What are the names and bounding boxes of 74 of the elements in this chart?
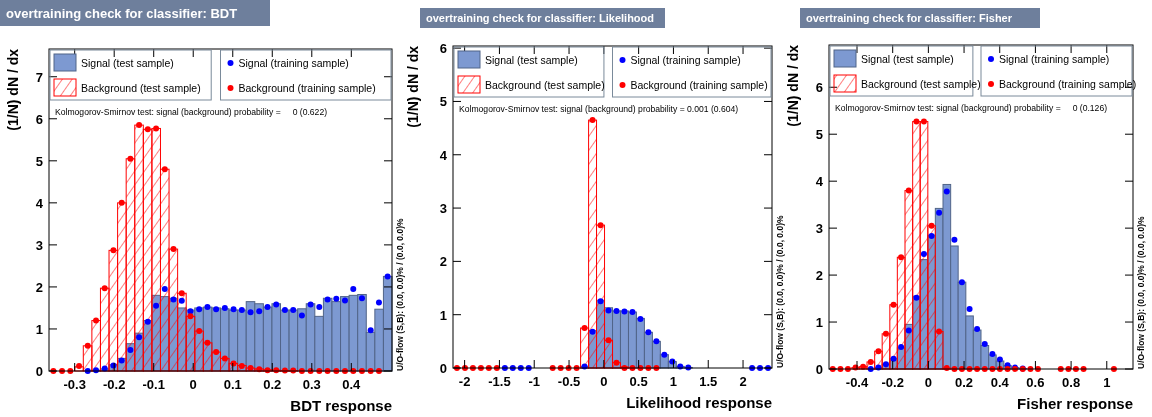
x-tick-label: 2 — [739, 374, 747, 389]
y-tick-label: 4 — [815, 174, 824, 190]
x-tick-label: 0.4 — [342, 377, 362, 392]
x-tick-label: 1 — [669, 374, 678, 389]
x-tick-label: -2 — [458, 374, 471, 389]
x-tick-label: -0.1 — [142, 377, 165, 392]
y-tick-label: 4 — [35, 195, 44, 211]
x-tick-label: 0.6 — [1026, 375, 1045, 390]
legend-label: Signal (test sample) — [861, 53, 954, 65]
x-tick-label: 0.8 — [1062, 375, 1081, 390]
x-tick-label: 0 — [924, 375, 932, 390]
legend-label: Background (test sample) — [861, 78, 981, 90]
legend-label: Signal (training sample) — [999, 53, 1110, 65]
chart-title: overtraining check for classifier: Likelihood — [426, 11, 655, 24]
text: U/O-flow (S,B): (0.0, 0.0)% / (0.0, 0.0)% — [775, 215, 785, 368]
y-tick-label: 1 — [439, 307, 447, 323]
x-tick-label: 0.2 — [263, 377, 282, 392]
y-tick-label: 2 — [439, 254, 447, 270]
x-tick-label: -1.5 — [488, 374, 511, 389]
x-tick-label: -1 — [528, 374, 541, 389]
text: U/O-flow (S,B): (0.0, 0.0)% / (0.0, 0.0)% — [395, 218, 405, 371]
y-tick-label: 6 — [35, 111, 43, 127]
legend-label: Background (training sample) — [630, 79, 768, 91]
x-axis-title: Fisher response — [1017, 395, 1133, 412]
x-axis-title: Likelihood response — [626, 394, 772, 411]
y-tick-label: 5 — [35, 153, 43, 169]
text: U/O-flow (S,B): (0.0, 0.0)% / (0.0, 0.0)% — [1136, 216, 1146, 369]
y-tick-label: 1 — [815, 315, 823, 331]
x-tick-label: 0.4 — [990, 375, 1010, 390]
y-tick-label: 3 — [439, 201, 447, 217]
y-tick-label: 6 — [815, 80, 823, 96]
x-tick-label: -0.3 — [63, 377, 86, 392]
legend-label: Background (training sample) — [238, 82, 376, 94]
y-tick-label: 0 — [439, 361, 447, 376]
legend-label: Background (training sample) — [999, 78, 1137, 90]
x-tick-label: 0.3 — [302, 377, 321, 392]
chart-title: overtraining check for classifier: BDT — [6, 5, 238, 21]
y-tick-label: 2 — [815, 268, 823, 284]
x-tick-label: 0.2 — [955, 375, 974, 390]
y-tick-label: 4 — [439, 147, 448, 163]
x-tick-label: -0.2 — [881, 375, 904, 390]
y-tick-label: 3 — [35, 237, 43, 253]
y-axis-title: (1/N) dN / dx — [405, 45, 421, 128]
y-tick-label: 2 — [35, 279, 43, 295]
x-tick-label: 0.1 — [223, 377, 242, 392]
y-axis-title: (1/N) dN / dx — [785, 44, 801, 127]
x-tick-label: 1 — [1103, 375, 1111, 390]
legend-label: Signal (test sample) — [81, 57, 174, 69]
chart-title: overtraining check for classifier: Fisher — [806, 11, 1013, 24]
x-tick-label: 0 — [189, 377, 197, 392]
legend-label: Signal (training sample) — [630, 54, 741, 66]
y-tick-label: 3 — [815, 221, 823, 237]
x-tick-label: 0 — [600, 374, 608, 389]
legend-label: Background (test sample) — [81, 82, 201, 94]
y-axis-title: (1/N) dN / dx — [5, 48, 21, 131]
x-tick-label: 0.5 — [629, 374, 648, 389]
annotation: Kolmogorov-Smirnov test: signal (background) probability = 0 (0.622) — [55, 107, 328, 117]
x-tick-label: -0.2 — [103, 377, 126, 392]
legend-label: Signal (test sample) — [485, 54, 578, 66]
x-tick-label: -0.5 — [557, 374, 581, 389]
x-axis-title: BDT response — [290, 397, 392, 414]
annotation: Kolmogorov-Smirnov test: signal (background) probability = 0.001 (0.604) — [459, 104, 739, 114]
annotation: Kolmogorov-Smirnov test: signal (background) probability = 0 (0.126) — [835, 103, 1108, 113]
y-tick-label: 5 — [439, 94, 447, 110]
x-tick-label: 1.5 — [699, 374, 718, 389]
legend-label: Background (test sample) — [485, 79, 605, 91]
y-tick-label: 6 — [439, 41, 447, 57]
y-tick-label: 0 — [815, 362, 823, 377]
x-tick-label: -0.4 — [845, 375, 869, 390]
y-tick-label: 0 — [35, 364, 43, 379]
y-tick-label: 1 — [35, 321, 43, 337]
y-tick-label: 5 — [815, 127, 823, 143]
y-tick-label: 7 — [35, 69, 43, 85]
legend-label: Signal (training sample) — [238, 57, 349, 69]
